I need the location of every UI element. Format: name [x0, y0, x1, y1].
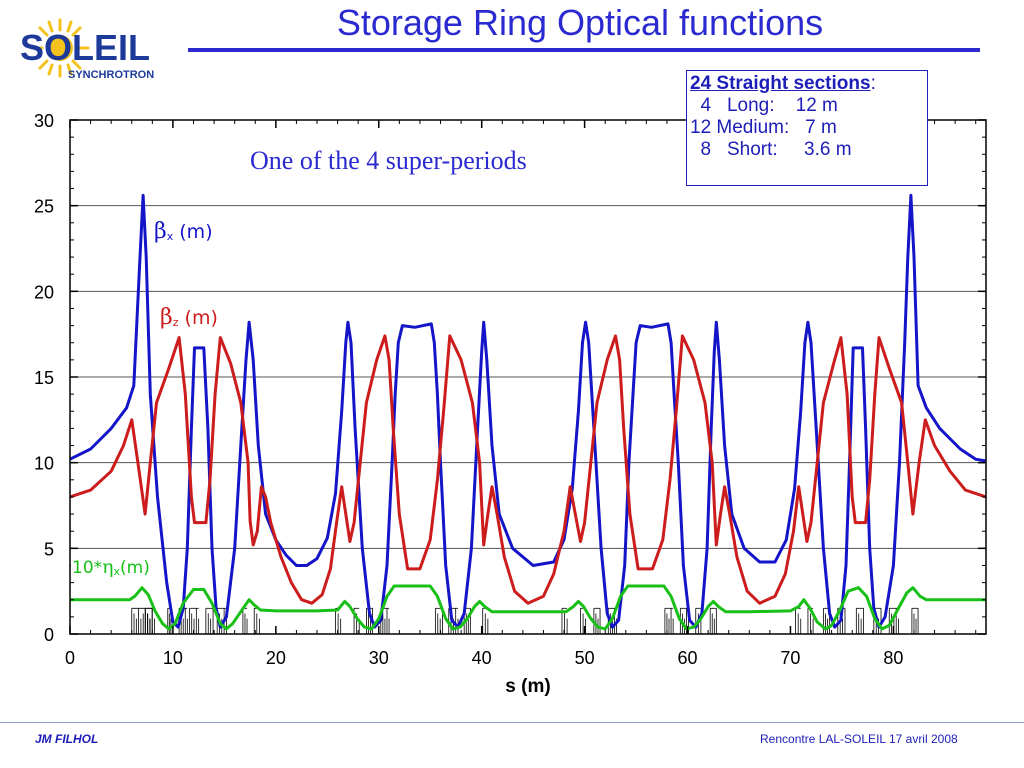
axis-ticks: 0 5 10 15 20 25 30 0 10 20 30 40 50 60 70 80: [34, 111, 986, 668]
eta-x-prefix: 10*: [72, 558, 103, 578]
logo-subtitle: SYNCHROTRON: [68, 69, 154, 81]
lattice-element: [795, 607, 802, 634]
eta-x-symbol: η: [102, 556, 114, 578]
slide-title: Storage Ring Optical functions: [336, 2, 824, 43]
beta-z-subscript: z: [172, 316, 179, 329]
eta-x-unit: (m): [120, 558, 150, 578]
footer-divider: [0, 722, 1024, 723]
beta-z-label: βz (m): [160, 305, 218, 330]
y-tick-label: 15: [34, 368, 54, 388]
footer-author: JM FILHOL: [35, 732, 99, 746]
lattice-element: [144, 607, 155, 634]
x-tick-label: 80: [883, 648, 903, 668]
x-axis-label: s (m): [505, 676, 550, 697]
y-tick-label: 25: [34, 197, 54, 217]
lattice-element: [242, 607, 248, 634]
title-underline: [188, 48, 980, 52]
lattice-element: [709, 607, 717, 634]
beta-x-subscript: x: [166, 230, 174, 243]
lattice-element: [695, 607, 702, 634]
series-beta-x-line: [69, 193, 987, 629]
x-tick-label: 10: [163, 648, 183, 668]
y-tick-label: 5: [44, 539, 54, 559]
lattice-element: [131, 607, 153, 634]
y-tick-label: 0: [44, 625, 54, 645]
y-tick-label: 10: [34, 454, 54, 474]
beta-x-symbol: β: [154, 219, 167, 244]
straight-row-long: 4 Long: 12 m: [690, 95, 838, 116]
lattice-element: [188, 607, 200, 634]
beta-z-unit: (m): [178, 307, 218, 329]
eta-x-label: 10*ηx(m): [71, 556, 151, 578]
footer-event: Rencontre LAL-SOLEIL 17 avril 2008: [760, 732, 958, 746]
x-tick-label: 50: [575, 648, 595, 668]
y-tick-label: 30: [34, 111, 54, 131]
x-tick-label: 0: [65, 648, 75, 668]
lattice-element: [482, 607, 489, 634]
series-eta-x-line: [70, 584, 986, 631]
lattice-element: [434, 607, 443, 634]
x-tick-label: 70: [780, 648, 800, 668]
super-period-annotation: One of the 4 super-periods: [250, 146, 527, 175]
logo-wordmark: SOLEIL: [20, 27, 150, 68]
soleil-logo: SOLEIL SYNCHROTRON: [20, 18, 154, 81]
y-tick-label: 20: [34, 282, 54, 302]
straight-row-medium: 12 Medium: 7 m: [690, 117, 837, 138]
eta-x-subscript: x: [113, 565, 121, 578]
series-layer: [69, 193, 987, 631]
lattice-element: [837, 607, 846, 634]
straight-sections-box: 24 Straight sections: 4 Long: 12 m 12 Me…: [686, 70, 928, 186]
lattice-element: [855, 607, 864, 634]
beta-x-unit: (m): [173, 221, 213, 243]
straight-sections-colon: :: [870, 73, 876, 94]
grid-lines: [70, 205, 986, 549]
beta-x-label: βx (m): [154, 219, 213, 244]
sun-icon: [30, 18, 90, 78]
lattice-element: [205, 607, 214, 634]
lattice-element: [580, 607, 587, 634]
lattice-element: [335, 607, 342, 634]
x-tick-label: 20: [266, 648, 286, 668]
straight-sections-header: 24 Straight sections: [690, 73, 871, 94]
beta-z-symbol: β: [160, 305, 173, 330]
lattice-element: [911, 607, 919, 634]
x-tick-label: 40: [472, 648, 492, 668]
series-beta-z-line: [69, 334, 987, 605]
lattice-element: [664, 607, 674, 634]
x-tick-label: 60: [678, 648, 698, 668]
straight-row-short: 8 Short: 3.6 m: [690, 139, 852, 160]
x-tick-label: 30: [369, 648, 389, 668]
